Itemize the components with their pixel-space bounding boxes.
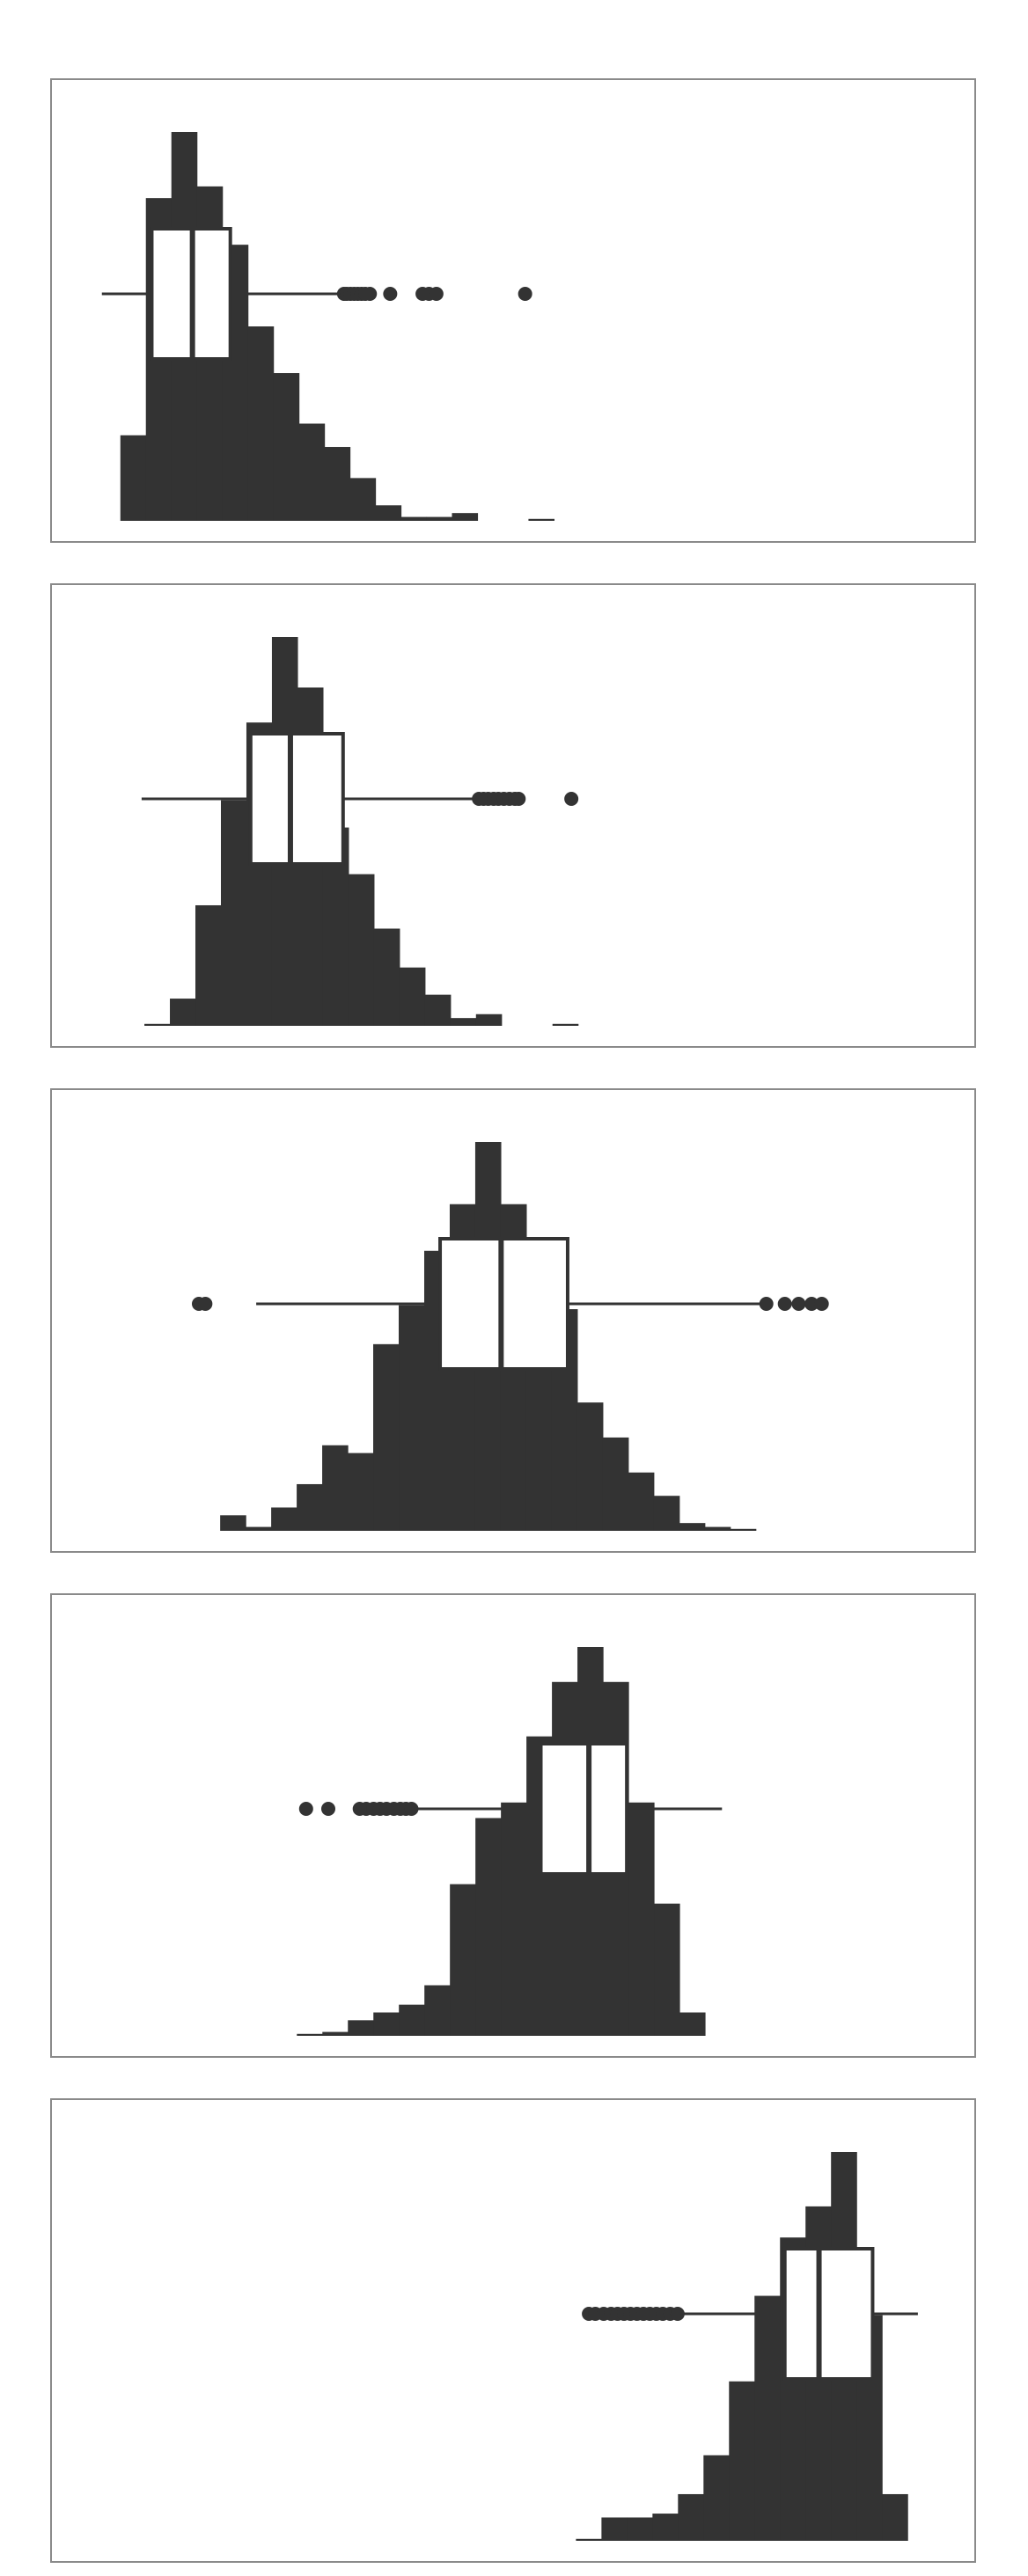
histogram-bar [424,1985,451,2036]
histogram-bar [348,874,375,1026]
outlier-point [814,1297,829,1311]
histogram-bar [450,1884,476,2036]
histogram-bar [653,1496,680,1531]
panel-3 [50,1088,976,1553]
outlier-point [363,287,378,301]
panel-5 [50,2098,976,2563]
outlier-point [670,2307,685,2321]
outlier-point [564,792,579,806]
histogram-bar [729,2381,755,2541]
histogram-bar [601,2517,628,2541]
outlier-point [321,1802,335,1816]
histogram-bar [144,1023,171,1026]
histogram-bar [475,1818,502,2036]
histogram-bar [297,2033,323,2036]
histogram-bar [501,1802,527,2036]
outlier-point [511,792,526,806]
iqr-box [782,2247,875,2381]
outlier-point [198,1297,213,1311]
outlier-point [298,1802,313,1816]
histogram-bar [247,326,275,521]
histogram-bar [426,516,453,521]
histogram-bar [348,2020,374,2036]
outlier-point [404,1802,419,1816]
histogram-bar [679,2012,706,2036]
histogram-bar [730,1528,757,1531]
iqr-box [539,1742,629,1876]
outlier-point [383,287,398,301]
outlier-point [791,1297,806,1311]
outlier-point [804,1297,819,1311]
histogram-bar [373,928,400,1026]
histogram-bar [576,1402,604,1531]
histogram-bar [195,904,222,1026]
histogram-bar [424,994,452,1026]
histogram-bar [628,1802,655,2036]
histogram-bar [322,1445,349,1531]
histogram-bar [220,800,247,1026]
histogram-bar [882,2493,908,2541]
histogram-bar [704,1526,731,1531]
histogram-bar [678,2493,704,2541]
histogram-bar [654,1903,680,2036]
histogram-bar [271,1507,297,1531]
histogram-bar [322,2031,349,2036]
iqr-box [438,1237,569,1371]
histogram-bar [297,1483,323,1531]
histogram-bar [348,1453,374,1531]
histogram-bar [552,1023,579,1026]
outlier-point [429,287,444,301]
histogram-bar [170,999,196,1026]
iqr-box [248,732,345,866]
histogram-bar [602,1437,629,1531]
outlier-point [759,1297,774,1311]
histogram-bar [246,1526,272,1531]
histogram-bar [373,2012,400,2036]
histogram-bar [399,967,426,1026]
histogram-bar [324,447,351,521]
histogram-bar [400,516,428,521]
panel-frame [50,583,976,1048]
histogram-bar [475,1014,503,1026]
histogram-bar [220,1515,246,1531]
histogram-bar [399,2004,425,2036]
histogram-bar [576,2538,602,2541]
histogram-bar [528,518,555,521]
histogram-bar [652,2514,679,2541]
histogram-bar [628,1472,655,1531]
outlier-point [777,1297,792,1311]
histogram-bar [373,1343,400,1531]
histogram-bar [273,373,300,521]
histogram-bar [754,2295,781,2541]
histogram-bar [703,2455,730,2541]
panel-2 [50,583,976,1048]
histogram-bar [298,423,326,521]
histogram-bar [450,1018,477,1026]
histogram-bar [679,1523,706,1531]
histogram-bar [627,2517,653,2541]
panel-1 [50,78,976,543]
histogram-bar [120,435,147,521]
histogram-bar [349,478,377,521]
histogram-bar [375,505,402,521]
outlier-point [518,287,532,301]
panel-4 [50,1593,976,2058]
histogram-bar [399,1305,425,1531]
histogram-bar [452,513,479,521]
